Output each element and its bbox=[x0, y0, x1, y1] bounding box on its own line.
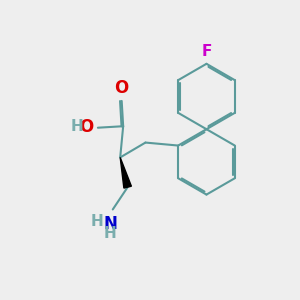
Text: H: H bbox=[104, 226, 117, 241]
Text: F: F bbox=[201, 44, 212, 59]
Text: H: H bbox=[70, 119, 83, 134]
Text: H: H bbox=[91, 214, 104, 229]
Text: N: N bbox=[103, 215, 117, 233]
Polygon shape bbox=[120, 158, 131, 188]
Text: O: O bbox=[115, 80, 129, 98]
Text: O: O bbox=[80, 118, 94, 136]
